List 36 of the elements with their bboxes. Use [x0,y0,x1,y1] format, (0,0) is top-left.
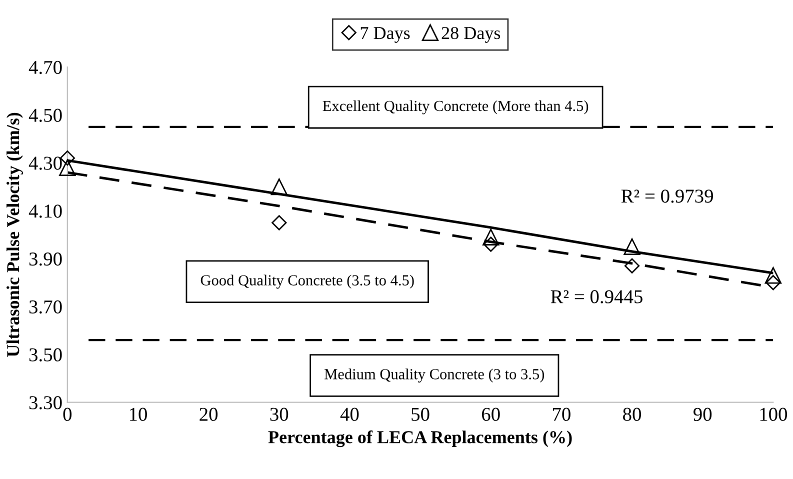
x-tick-label: 80 [623,408,641,421]
x-tick-label: 50 [412,408,430,421]
x-tick-label: 20 [200,408,218,421]
point [483,236,498,252]
point [764,267,782,284]
point [766,275,781,290]
x-tick-label: 90 [694,408,712,421]
x-tick-label: 30 [270,408,288,421]
x-tick-label: 100 [760,408,788,421]
point [624,238,640,256]
x-tick-label: 70 [553,408,570,421]
annotation: R² = 0.9739 [621,190,713,203]
x-tick-label: 10 [130,408,147,421]
y-tick-label: 4.50 [28,108,62,122]
annotation: Good Quality Concrete (3.5 to 4.5) [200,274,414,289]
x-tick-label: 40 [340,408,359,421]
annotation: R² = 0.9445 [550,290,642,304]
annotation: Excellent Quality Concrete (More than 4.5) [322,100,588,114]
point [270,178,288,196]
y-axis-title: Ultrasonic Pulse Velocity (km/s) [6,112,23,357]
point [624,258,640,274]
legend-label: 28 Days [442,26,500,43]
point [482,228,500,246]
point [272,215,287,230]
y-tick-label: 3.30 [29,396,62,410]
legend-label: 7 Days [360,27,410,43]
x-tick-label: 0 [63,408,72,421]
y-tick-label: 4.70 [28,60,62,74]
y-tick-label: 3.50 [29,348,62,362]
annotation: Medium Quality Concrete (3 to 3.5) [324,368,544,382]
y-tick-label: 4.10 [28,204,62,218]
y-tick-label: 4.30 [28,156,62,170]
y-tick-label: 3.90 [29,252,62,266]
x-tick-label: 60 [482,408,500,421]
y-tick-label: 3.70 [29,300,62,314]
x-axis-title: Percentage of LECA Replacements (%) [268,430,572,448]
